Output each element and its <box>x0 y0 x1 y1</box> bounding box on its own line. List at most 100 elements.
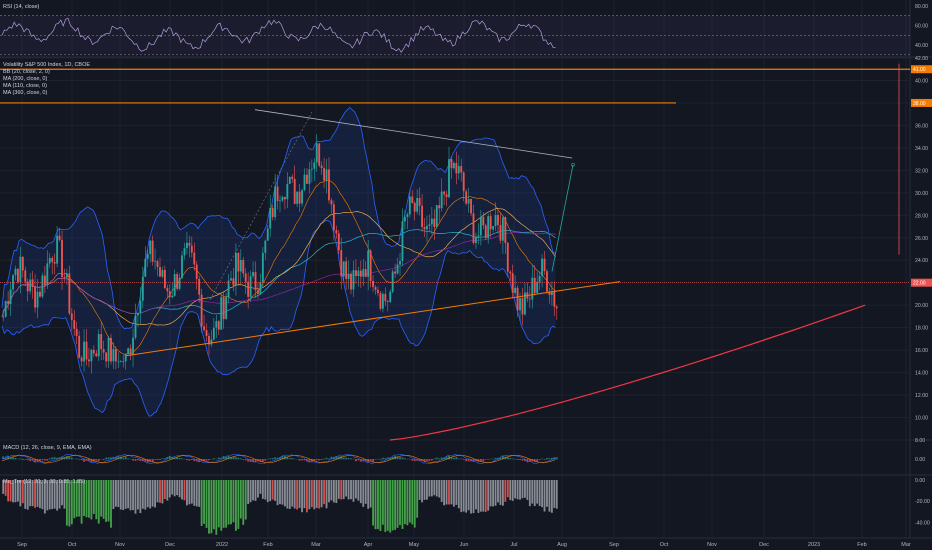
macd-histogram-bar <box>533 459 536 463</box>
macd-histogram-bar <box>423 459 426 462</box>
candle <box>330 200 333 205</box>
indicator-ma200: MA (200, close, 0) <box>3 76 48 82</box>
candle <box>271 207 274 218</box>
candle <box>528 298 531 300</box>
oscillator-bar <box>377 480 379 530</box>
x-tick-label: Nov <box>707 542 717 548</box>
candle <box>112 349 115 362</box>
candle <box>24 270 27 282</box>
macd-histogram-bar <box>543 459 546 460</box>
rsi-tick-label: 40.00 <box>915 43 928 49</box>
macd-histogram-bar <box>26 459 29 461</box>
candle <box>217 321 220 330</box>
macd-histogram-bar <box>212 458 215 460</box>
macd-histogram-bar <box>455 457 458 460</box>
x-tick-label: Jun <box>460 542 469 548</box>
macd-histogram-bar <box>203 459 205 462</box>
rsi-panel <box>0 15 910 56</box>
candle <box>208 335 210 345</box>
oscillator-bar <box>391 480 394 531</box>
y-tick-label: 36.00 <box>915 123 928 129</box>
oscillator-bar <box>105 480 108 522</box>
oscillator-bar <box>156 480 159 503</box>
candle <box>110 337 112 362</box>
macd-histogram-bar <box>355 459 357 462</box>
macd-histogram-bar <box>384 458 387 460</box>
candle <box>406 214 409 217</box>
candle <box>514 287 517 293</box>
macd-histogram-bar <box>208 459 210 461</box>
macd-histogram-bar <box>217 457 220 460</box>
oscillator-bar <box>58 480 61 509</box>
oscillator-bar <box>514 480 517 499</box>
macd-histogram-bar <box>107 457 110 460</box>
macd-histogram-bar <box>239 458 242 460</box>
macd-histogram-bar <box>80 459 83 461</box>
macd-histogram-bar <box>452 458 455 460</box>
x-tick-label: Oct <box>660 542 669 548</box>
oscillator-bar <box>190 480 193 504</box>
candle <box>288 176 291 184</box>
candle <box>46 263 49 286</box>
macd-histogram-bar <box>381 457 384 460</box>
macd-histogram-bar <box>494 457 497 460</box>
macd-histogram-bar <box>499 457 502 460</box>
indicator-ma110: MA (110, close, 0) <box>3 83 47 89</box>
candle <box>166 288 169 292</box>
osc-tick-label: 0.00 <box>915 478 925 484</box>
macd-histogram-bar <box>68 456 71 460</box>
x-tick-label: Dec <box>165 542 175 548</box>
candle <box>144 258 147 277</box>
candle <box>178 277 181 289</box>
candle <box>489 216 492 230</box>
macd-histogram-bar <box>345 457 348 460</box>
macd-histogram-bar <box>445 456 448 460</box>
candle <box>2 316 5 318</box>
oscillator-bar <box>301 480 303 513</box>
oscillator-bar <box>230 480 232 525</box>
macd-histogram-bar <box>163 458 166 460</box>
candle <box>291 176 294 179</box>
macd-histogram-bar <box>161 458 164 460</box>
macd-histogram-bar <box>65 456 68 460</box>
price-tag <box>911 278 932 287</box>
oscillator-bar <box>401 480 404 529</box>
candle <box>85 341 88 360</box>
candle <box>129 348 132 355</box>
candle <box>117 361 120 363</box>
macd-histogram-bar <box>114 456 117 460</box>
oscillator-bar <box>279 480 281 505</box>
oscillator-bar <box>494 480 497 506</box>
x-tick-label: Feb <box>263 542 272 548</box>
candle <box>342 261 345 277</box>
candle <box>347 273 350 279</box>
price-tag <box>911 65 932 74</box>
oscillator-bar <box>46 480 49 511</box>
candle <box>97 334 100 357</box>
oscillator-bar <box>347 480 350 500</box>
x-tick-label: May <box>409 542 420 548</box>
oscillator-bar <box>68 480 71 527</box>
oscillator-bar <box>443 480 446 506</box>
candle <box>298 191 301 204</box>
macd-histogram-bar <box>313 459 316 461</box>
candle <box>220 297 223 330</box>
oscillator-bar <box>394 480 397 530</box>
oscillator-bar <box>337 480 340 499</box>
oscillator-bar <box>310 480 313 508</box>
oscillator-bar <box>477 480 480 513</box>
candle <box>482 216 485 226</box>
oscillator-bar <box>276 480 279 506</box>
oscillator-bar <box>306 480 308 513</box>
macd-histogram-bar <box>357 459 360 461</box>
oscillator-bar <box>352 480 355 502</box>
oscillator-bar <box>374 480 377 530</box>
oscillator-bar <box>151 480 154 507</box>
macd-histogram-bar <box>342 457 345 460</box>
candle <box>411 196 414 203</box>
oscillator-bar <box>362 480 365 507</box>
oscillator-bar <box>526 480 529 500</box>
macd-histogram-bar <box>149 459 152 462</box>
oscillator-bar <box>271 480 274 500</box>
